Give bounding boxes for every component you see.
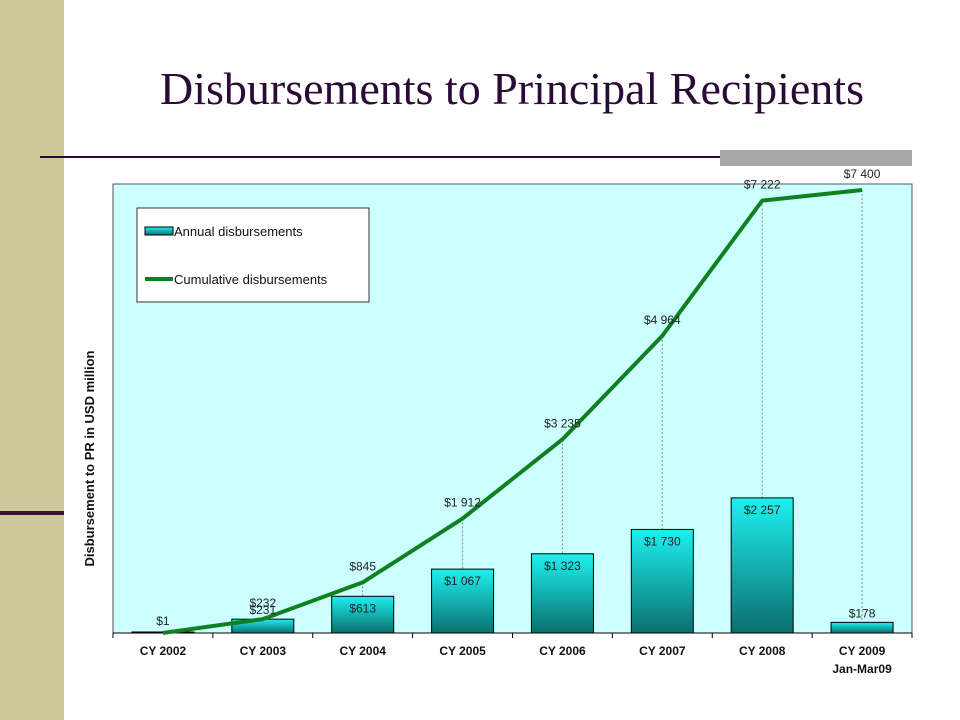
bar-cy-2004 [331, 595, 395, 634]
bar-cy-2009 [830, 621, 894, 634]
cumulative-value-label: $1 912 [444, 496, 481, 510]
cumulative-value-label: $3 235 [544, 416, 581, 430]
title-rule-accent [720, 150, 912, 166]
cumulative-value-label: $7 222 [744, 178, 781, 192]
x-tick-sublabel: Jan-Mar09 [832, 662, 892, 676]
cumulative-value-label: $845 [349, 559, 376, 573]
bar-value-label: $231 [249, 603, 276, 617]
cumulative-line [162, 187, 863, 635]
bar-value-label: $1 730 [644, 534, 681, 548]
bar-cy-2005 [431, 568, 495, 634]
x-tick-label: CY 2004 [339, 644, 386, 658]
x-tick-label: CY 2006 [539, 644, 586, 658]
x-tick-label: CY 2007 [639, 644, 686, 658]
legend-bar-swatch [144, 226, 174, 236]
cumulative-value-label: $4 964 [644, 313, 681, 327]
bar-value-label: $2 257 [744, 503, 781, 517]
x-tick-label: CY 2002 [140, 644, 187, 658]
left-band-accent [0, 511, 64, 515]
x-tick-label: CY 2009 [839, 644, 886, 658]
cumulative-value-label: $7 400 [844, 167, 881, 181]
x-tick-label: CY 2003 [240, 644, 287, 658]
x-tick-label: CY 2008 [739, 644, 786, 658]
bar-value-label: $1 067 [444, 574, 481, 588]
legend [136, 207, 370, 303]
bar-cy-2007 [630, 528, 694, 634]
title-rule [40, 156, 910, 158]
x-tick-label: CY 2005 [439, 644, 486, 658]
bar-value-label: $1 [156, 614, 170, 628]
bar-cy-2008 [730, 497, 794, 634]
bar-value-label: $1 323 [544, 559, 581, 573]
legend-item-annual: Annual disbursements [174, 224, 303, 239]
y-axis-label: Disbursement to PR in USD million [82, 350, 97, 566]
bar-value-label: $613 [349, 601, 376, 615]
cumulative-value-label: $232 [249, 596, 276, 610]
legend-item-cumulative: Cumulative disbursements [174, 272, 328, 287]
slide-title: Disbursements to Principal Recipients [160, 63, 864, 114]
bar-value-label: $178 [849, 606, 876, 620]
left-decorative-band [0, 0, 64, 720]
bar-cy-2006 [530, 553, 594, 634]
